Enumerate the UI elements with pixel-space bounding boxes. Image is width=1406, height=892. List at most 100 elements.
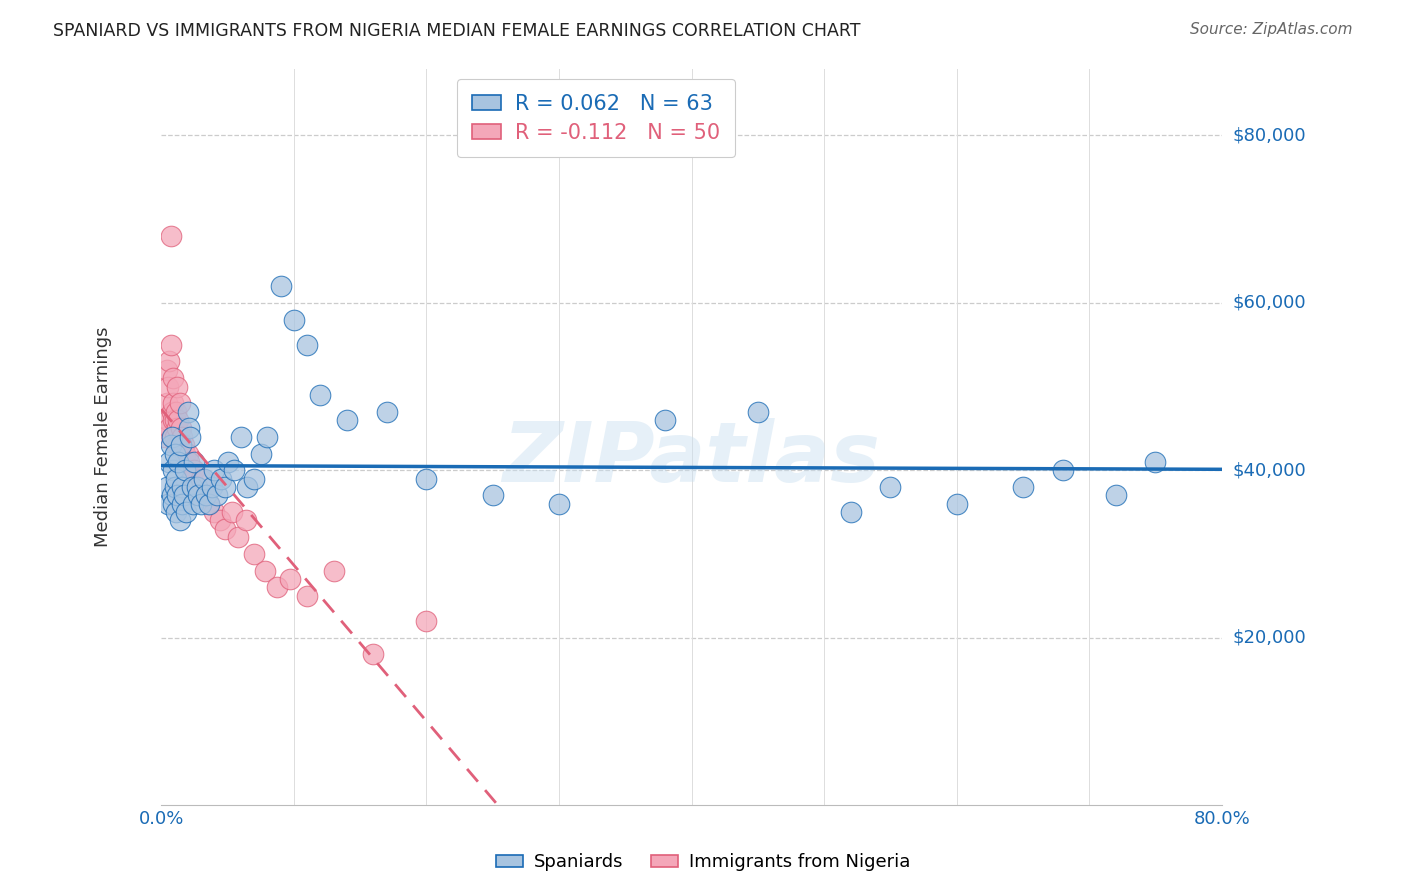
Point: [172, 480, 194, 494]
Point: [159, 438, 181, 452]
Point: [235, 514, 257, 528]
Point: [167, 438, 190, 452]
Point: [162, 463, 184, 477]
Point: [172, 497, 194, 511]
Point: [186, 480, 208, 494]
Point: [278, 572, 301, 586]
Point: [375, 405, 398, 419]
Point: [1144, 455, 1167, 469]
Point: [1012, 480, 1035, 494]
Point: [162, 497, 184, 511]
Point: [214, 480, 236, 494]
Point: [253, 564, 276, 578]
Point: [198, 497, 221, 511]
Point: [229, 430, 252, 444]
Point: [162, 371, 184, 385]
Point: [165, 405, 187, 419]
Point: [336, 413, 359, 427]
Text: $40,000: $40,000: [1233, 461, 1306, 479]
Point: [173, 438, 195, 452]
Point: [183, 455, 205, 469]
Point: [155, 430, 177, 444]
Point: [165, 505, 187, 519]
Point: [160, 488, 183, 502]
Point: [195, 488, 218, 502]
Point: [160, 405, 183, 419]
Point: [217, 455, 239, 469]
Point: [155, 396, 177, 410]
Point: [174, 463, 197, 477]
Point: [654, 413, 676, 427]
Text: ZIPatlas: ZIPatlas: [502, 418, 880, 500]
Point: [747, 405, 769, 419]
Point: [214, 522, 236, 536]
Point: [190, 497, 212, 511]
Point: [167, 455, 190, 469]
Point: [156, 379, 179, 393]
Text: Source: ZipAtlas.com: Source: ZipAtlas.com: [1189, 22, 1353, 37]
Point: [194, 488, 217, 502]
Point: [165, 472, 187, 486]
Point: [166, 421, 188, 435]
Point: [221, 505, 243, 519]
Point: [193, 472, 215, 486]
Point: [266, 581, 288, 595]
Point: [162, 413, 184, 427]
Point: [180, 472, 202, 486]
Point: [159, 228, 181, 243]
Point: [156, 413, 179, 427]
Point: [198, 497, 221, 511]
Point: [209, 472, 232, 486]
Point: [309, 388, 332, 402]
Point: [879, 480, 901, 494]
Point: [202, 463, 225, 477]
Point: [155, 480, 177, 494]
Point: [157, 421, 180, 435]
Text: $20,000: $20,000: [1233, 629, 1306, 647]
Point: [177, 446, 200, 460]
Point: [179, 430, 201, 444]
Point: [295, 337, 318, 351]
Point: [256, 430, 278, 444]
Point: [415, 472, 437, 486]
Point: [157, 354, 180, 368]
Point: [283, 312, 305, 326]
Point: [163, 413, 186, 427]
Text: SPANIARD VS IMMIGRANTS FROM NIGERIA MEDIAN FEMALE EARNINGS CORRELATION CHART: SPANIARD VS IMMIGRANTS FROM NIGERIA MEDI…: [53, 22, 860, 40]
Point: [205, 488, 228, 502]
Point: [176, 505, 198, 519]
Point: [165, 438, 187, 452]
Point: [166, 379, 188, 393]
Point: [163, 430, 186, 444]
Point: [1052, 463, 1074, 477]
Point: [176, 463, 198, 477]
Point: [202, 505, 225, 519]
Point: [159, 337, 181, 351]
Point: [155, 363, 177, 377]
Point: [180, 480, 202, 494]
Point: [226, 530, 249, 544]
Point: [160, 430, 183, 444]
Point: [160, 430, 183, 444]
Text: $80,000: $80,000: [1233, 127, 1306, 145]
Point: [162, 396, 184, 410]
Point: [945, 497, 967, 511]
Point: [163, 446, 186, 460]
Point: [167, 413, 190, 427]
Point: [170, 438, 193, 452]
Point: [415, 614, 437, 628]
Text: Median Female Earnings: Median Female Earnings: [94, 326, 112, 547]
Legend: R = 0.062   N = 63, R = -0.112   N = 50: R = 0.062 N = 63, R = -0.112 N = 50: [457, 78, 735, 158]
Point: [481, 488, 503, 502]
Point: [201, 480, 224, 494]
Point: [181, 497, 204, 511]
Point: [163, 480, 186, 494]
Point: [190, 472, 212, 486]
Point: [270, 279, 292, 293]
Text: $60,000: $60,000: [1233, 293, 1306, 312]
Point: [183, 463, 205, 477]
Point: [174, 446, 197, 460]
Point: [169, 396, 191, 410]
Point: [236, 480, 259, 494]
Point: [169, 514, 191, 528]
